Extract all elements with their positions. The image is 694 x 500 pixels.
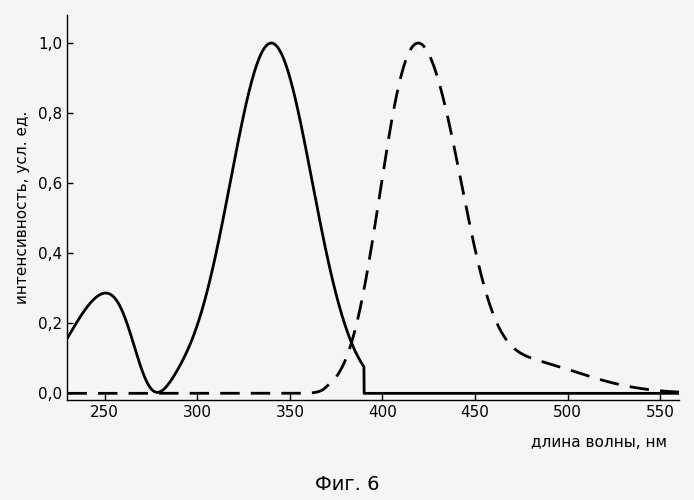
X-axis label: длина волны, нм: длина волны, нм	[532, 435, 668, 450]
Text: Фиг. 6: Фиг. 6	[315, 475, 379, 494]
Y-axis label: интенсивность, усл. ед.: интенсивность, усл. ед.	[15, 111, 30, 304]
